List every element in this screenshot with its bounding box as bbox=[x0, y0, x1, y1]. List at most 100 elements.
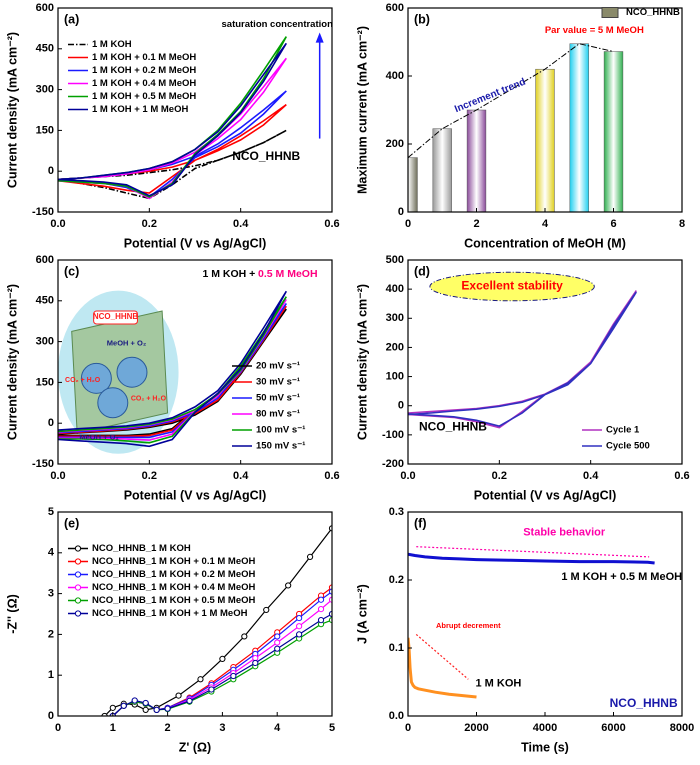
marker bbox=[208, 686, 215, 693]
series-line bbox=[58, 42, 287, 197]
annotation: NCO_HHNB bbox=[232, 149, 300, 163]
y-tick-label: 0.3 bbox=[389, 506, 404, 518]
legend-label: NCO_HHNB_1 M KOH + 0.4 M MeOH bbox=[92, 582, 256, 593]
y-tick-label: 400 bbox=[386, 283, 404, 295]
y-tick-label: 600 bbox=[386, 2, 404, 14]
plot-area bbox=[408, 43, 624, 212]
y-tick-label: 400 bbox=[386, 70, 404, 82]
x-axis-label: Potential (V vs Ag/AgCl) bbox=[124, 236, 267, 250]
legend-label: 100 mV s⁻¹ bbox=[256, 425, 305, 436]
plot-frame bbox=[407, 259, 683, 465]
annotation: NCO_HHNB bbox=[93, 312, 139, 321]
plot-frame bbox=[57, 7, 333, 213]
y-tick-label: 300 bbox=[386, 312, 404, 324]
marker bbox=[296, 623, 303, 630]
bar bbox=[535, 68, 555, 212]
x-tick-label: 0.4 bbox=[233, 470, 249, 482]
series-line bbox=[112, 587, 332, 716]
y-tick-label: 600 bbox=[36, 254, 54, 266]
legend-label: NCO_HHNB_1 M KOH + 0.2 M MeOH bbox=[92, 569, 256, 580]
plot-area bbox=[408, 271, 637, 429]
x-tick-label: 4 bbox=[274, 722, 281, 734]
marker bbox=[263, 606, 270, 614]
y-axis-label: Maximum current (mA cm⁻²) bbox=[355, 26, 369, 194]
x-axis-label: Time (s) bbox=[521, 740, 569, 754]
marker bbox=[186, 697, 193, 705]
plot-frame bbox=[407, 7, 683, 213]
legend-label: 1 M KOH + 0.1 M MeOH bbox=[92, 52, 196, 63]
plot-frame bbox=[57, 511, 333, 717]
marker bbox=[120, 702, 127, 709]
x-tick-label: 0.6 bbox=[324, 470, 339, 482]
marker bbox=[296, 614, 303, 622]
marker bbox=[274, 639, 281, 646]
y-tick-label: 2 bbox=[48, 628, 54, 640]
x-tick-label: 0.0 bbox=[50, 470, 65, 482]
legend-label: 1 M KOH + 1 M MeOH bbox=[92, 104, 188, 115]
series-line bbox=[408, 290, 637, 429]
marker bbox=[219, 655, 226, 662]
marker bbox=[252, 659, 259, 667]
marker bbox=[317, 617, 325, 624]
legend-marker bbox=[74, 571, 82, 578]
legend-label: 50 mV s⁻¹ bbox=[256, 393, 300, 404]
series-line bbox=[408, 637, 477, 699]
x-tick-label: 0.6 bbox=[324, 218, 339, 230]
series-line bbox=[408, 291, 637, 427]
marker bbox=[153, 706, 160, 713]
cloud bbox=[429, 271, 595, 302]
plot-frame bbox=[57, 259, 333, 465]
panel-label: (d) bbox=[414, 264, 430, 278]
legend-label: 1 M KOH + 0.5 M MeOH bbox=[92, 91, 196, 102]
series-label: 1 M KOH + 0.5 M MeOH bbox=[561, 571, 682, 583]
x-axis-label: Z' (Ω) bbox=[179, 740, 211, 754]
y-tick-label: 5 bbox=[48, 506, 54, 518]
marker bbox=[296, 631, 303, 638]
y-axis-label: J (A cm⁻²) bbox=[355, 584, 369, 644]
annotation: Increment trend bbox=[453, 77, 527, 116]
y-tick-label: -150 bbox=[32, 458, 54, 470]
y-tick-label: 0.0 bbox=[389, 710, 404, 722]
y-tick-label: 300 bbox=[36, 336, 54, 348]
y-tick-label: 0.2 bbox=[389, 574, 404, 586]
y-axis-label: Current density (mA cm⁻²) bbox=[5, 284, 19, 440]
inset-particle bbox=[97, 387, 129, 419]
annotation: Par value = 5 M MeOH bbox=[545, 25, 644, 36]
marker bbox=[164, 705, 171, 712]
x-tick-label: 8 bbox=[679, 218, 685, 230]
annotation: Abrupt decrement bbox=[436, 621, 501, 630]
legend-label: NCO_HHNB_1 M KOH + 1 M MeOH bbox=[92, 608, 248, 619]
x-axis-label: Potential (V vs Ag/AgCl) bbox=[474, 488, 617, 502]
y-tick-label: 0.1 bbox=[389, 642, 404, 654]
legend-label: 1 M KOH + 0.4 M MeOH bbox=[92, 78, 196, 89]
x-tick-label: 5 bbox=[329, 722, 335, 734]
plot-area bbox=[408, 546, 655, 699]
bar bbox=[603, 51, 624, 212]
arrow-head bbox=[315, 32, 324, 43]
annotation: Stable behavior bbox=[523, 526, 606, 538]
marker bbox=[175, 692, 182, 699]
annotation: saturation concentration bbox=[222, 19, 334, 30]
panel-label: (b) bbox=[414, 12, 430, 26]
x-tick-label: 2 bbox=[165, 722, 171, 734]
panel-label: (f) bbox=[414, 516, 427, 530]
marker bbox=[317, 606, 325, 613]
trend-line bbox=[408, 43, 614, 158]
x-tick-label: 4 bbox=[542, 218, 549, 230]
x-tick-label: 0.6 bbox=[674, 470, 689, 482]
y-tick-label: 200 bbox=[386, 138, 404, 150]
y-tick-label: 0 bbox=[48, 165, 54, 177]
y-tick-label: -200 bbox=[382, 458, 404, 470]
marker bbox=[285, 582, 292, 589]
marker bbox=[317, 596, 325, 603]
bar bbox=[466, 109, 487, 212]
x-tick-label: 0.0 bbox=[50, 218, 65, 230]
series-label: 1 M KOH bbox=[475, 677, 521, 689]
marker bbox=[274, 633, 281, 640]
bar bbox=[432, 128, 452, 212]
x-tick-label: 0.2 bbox=[142, 218, 157, 230]
x-tick-label: 6000 bbox=[601, 722, 625, 734]
marker bbox=[142, 699, 149, 707]
x-tick-label: 3 bbox=[219, 722, 225, 734]
